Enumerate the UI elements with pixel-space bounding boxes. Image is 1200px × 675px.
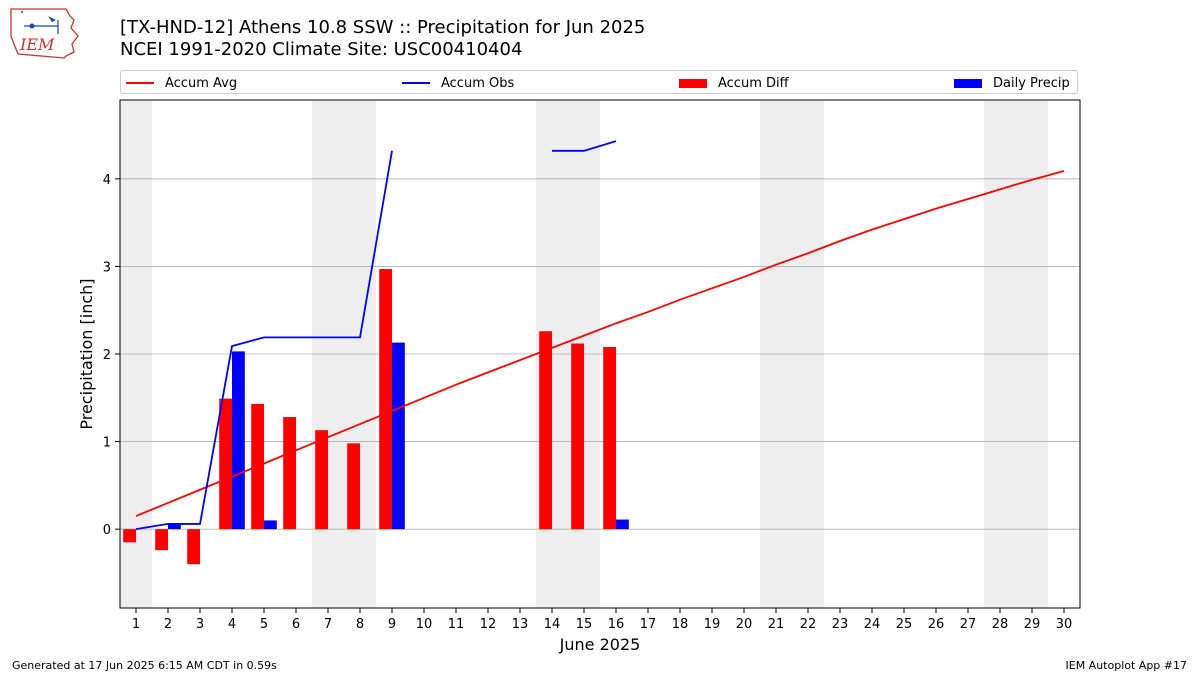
accum-diff-bar (379, 269, 392, 530)
x-tick-label: 5 (260, 617, 268, 632)
logo-text: IEM (19, 35, 55, 54)
legend-label-accum-avg: Accum Avg (165, 75, 238, 91)
legend: Accum Avg Accum Obs Accum Diff Daily Pre… (120, 70, 1078, 94)
x-tick-label: 22 (800, 617, 817, 632)
x-tick-label: 7 (324, 617, 332, 632)
accum-diff-bar (315, 430, 328, 530)
x-tick-label: 19 (704, 617, 721, 632)
x-tick-label: 16 (608, 617, 625, 632)
x-axis-ticks: 1 2 3 4 5 6 7 8 9 10 11 12 13 14 15 16 17 18 19 20 21 22 23 24 2… (132, 608, 1072, 632)
x-tick-label: 21 (768, 617, 785, 632)
legend-swatch-daily-precip (954, 78, 982, 88)
x-tick-label: 17 (640, 617, 657, 632)
y-tick-label: 0 (103, 523, 111, 538)
accum-diff-bar (283, 417, 296, 530)
daily-precip-bar (616, 519, 629, 530)
legend-item-accum-avg: Accum Avg (126, 74, 237, 92)
x-tick-label: 20 (736, 617, 753, 632)
x-tick-label: 14 (544, 617, 561, 632)
accum-diff-bar (571, 343, 584, 530)
title-line-2: NCEI 1991-2020 Climate Site: USC00410404 (120, 39, 523, 60)
accum-diff-bar (187, 529, 200, 565)
daily-precip-bar (264, 520, 277, 530)
legend-label-accum-diff: Accum Diff (718, 75, 789, 91)
x-tick-label: 23 (832, 617, 849, 632)
accum-diff-bar (603, 346, 616, 530)
y-axis-ticks: 0 1 2 3 4 (103, 173, 120, 538)
accum-obs-line (552, 140, 617, 152)
title-line-1: [TX-HND-12] Athens 10.8 SSW :: Precipita… (120, 17, 646, 38)
legend-label-daily-precip: Daily Precip (993, 75, 1070, 91)
chart-title: [TX-HND-12] Athens 10.8 SSW :: Precipita… (120, 17, 645, 61)
x-tick-label: 11 (448, 617, 465, 632)
x-tick-label: 15 (576, 617, 593, 632)
lines (135, 140, 1065, 531)
x-tick-label: 27 (960, 617, 977, 632)
x-tick-label: 4 (228, 617, 236, 632)
accum-diff-bar (539, 331, 552, 530)
accum-diff-bar (123, 529, 136, 543)
x-tick-label: 10 (416, 617, 433, 632)
x-tick-label: 25 (896, 617, 913, 632)
y-tick-label: 4 (103, 173, 111, 188)
y-tick-label: 3 (103, 260, 111, 275)
x-tick-label: 24 (864, 617, 881, 632)
accum-avg-line (135, 170, 1065, 517)
x-tick-label: 29 (1024, 617, 1041, 632)
daily-precip-bar (168, 523, 181, 530)
x-tick-label: 13 (512, 617, 529, 632)
app-note: IEM Autoplot App #17 (1065, 659, 1188, 672)
x-axis-label: June 2025 (559, 635, 641, 654)
x-tick-label: 9 (388, 617, 396, 632)
x-tick-label: 26 (928, 617, 945, 632)
bars (123, 269, 629, 565)
accum-diff-bar (347, 443, 360, 530)
x-tick-label: 2 (164, 617, 172, 632)
y-tick-label: 2 (103, 348, 111, 363)
legend-swatch-accum-diff (679, 78, 707, 88)
x-tick-label: 12 (480, 617, 497, 632)
x-tick-label: 18 (672, 617, 689, 632)
iem-logo: IEM (8, 6, 80, 60)
legend-item-accum-diff: Accum Diff (679, 74, 789, 92)
daily-precip-bar (232, 351, 245, 530)
legend-item-daily-precip: Daily Precip (954, 74, 1070, 92)
x-tick-label: 28 (992, 617, 1009, 632)
x-tick-label: 1 (132, 617, 140, 632)
legend-item-accum-obs: Accum Obs (402, 74, 514, 92)
grid-lines (120, 178, 1080, 530)
accum-obs-line (135, 150, 393, 531)
x-tick-label: 8 (356, 617, 364, 632)
legend-swatch-accum-obs (402, 82, 430, 84)
daily-precip-bar (392, 342, 405, 530)
y-axis-label: Precipitation [inch] (77, 278, 96, 429)
accum-diff-bar (155, 529, 168, 551)
legend-label-accum-obs: Accum Obs (441, 75, 515, 91)
y-tick-label: 1 (103, 436, 111, 451)
x-tick-label: 30 (1056, 617, 1073, 632)
generated-note: Generated at 17 Jun 2025 6:15 AM CDT in … (12, 659, 277, 672)
legend-swatch-accum-avg (126, 82, 154, 84)
x-tick-label: 6 (292, 617, 300, 632)
accum-diff-bar (219, 398, 232, 530)
x-tick-label: 3 (196, 617, 204, 632)
